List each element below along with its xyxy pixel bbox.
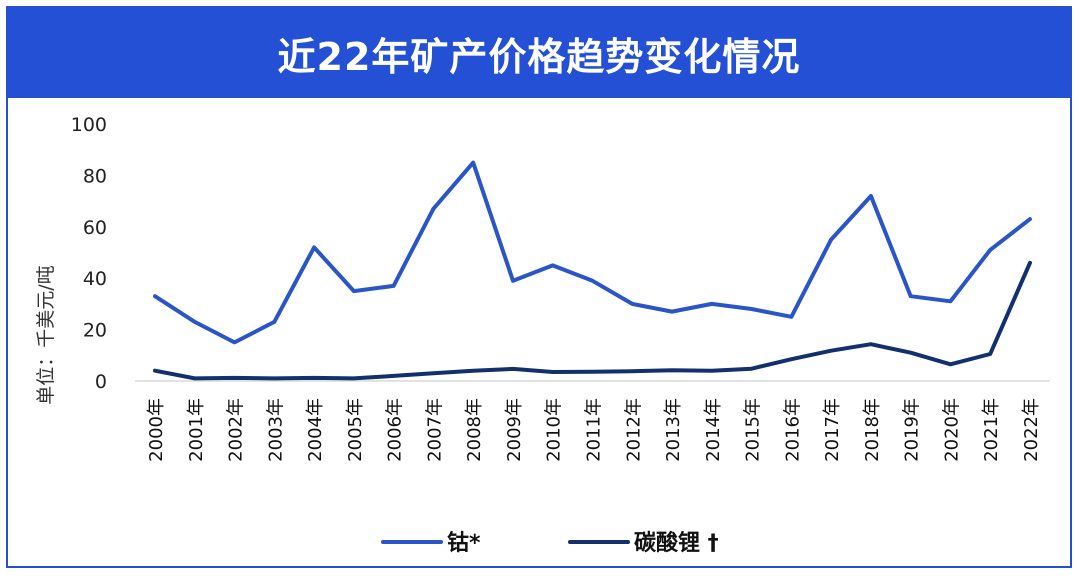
x-tick-label: 2009年 xyxy=(504,398,525,462)
x-tick-label: 2002年 xyxy=(226,398,247,462)
x-axis: 2000年 2001年 2002年 2003年 2004年 2005年 2006年 2007年… xyxy=(146,398,1042,462)
y-tick-label: 80 xyxy=(83,165,107,187)
y-tick-label: 100 xyxy=(71,114,107,136)
series-lines xyxy=(153,160,1032,381)
x-tick-label: 2015年 xyxy=(743,398,764,462)
x-tick-label: 2011年 xyxy=(584,398,605,462)
chart-frame: 近22年矿产价格趋势变化情况 xyxy=(6,6,1072,568)
x-tick-label: 2005年 xyxy=(345,398,366,462)
y-axis-label: 单位：千美元/吨 xyxy=(35,265,57,404)
x-tick-label: 2017年 xyxy=(822,398,843,462)
x-tick-label: 2010年 xyxy=(544,398,565,462)
x-tick-label: 2000年 xyxy=(146,398,167,462)
legend-label-2: 碳酸锂 † xyxy=(634,530,719,556)
series-line-1 xyxy=(153,160,1032,345)
x-tick-label: 2004年 xyxy=(305,398,326,462)
x-tick-label: 2019年 xyxy=(902,398,923,462)
chart-title: 近22年矿产价格趋势变化情况 xyxy=(277,34,801,79)
x-tick-label: 2013年 xyxy=(663,398,684,462)
x-tick-label: 2022年 xyxy=(1021,398,1042,462)
x-tick-label: 2016年 xyxy=(782,398,803,462)
x-tick-label: 2021年 xyxy=(981,398,1002,462)
x-tick-label: 2014年 xyxy=(703,398,724,462)
x-tick-label: 2018年 xyxy=(862,398,883,462)
x-tick-label: 2001年 xyxy=(186,398,207,462)
title-banner: 近22年矿产价格趋势变化情况 xyxy=(8,8,1070,98)
y-tick-label: 20 xyxy=(83,320,107,342)
series-line-2 xyxy=(153,260,1032,381)
x-tick-label: 2012年 xyxy=(623,398,644,462)
x-tick-label: 2006年 xyxy=(385,398,406,462)
y-axis: 0 20 40 60 80 100 xyxy=(71,114,107,393)
legend-label-1: 钴* xyxy=(447,530,481,556)
x-tick-label: 2020年 xyxy=(941,398,962,462)
x-tick-label: 2008年 xyxy=(464,398,485,462)
x-tick-label: 2003年 xyxy=(265,398,286,462)
y-tick-label: 60 xyxy=(83,217,107,239)
y-tick-label: 40 xyxy=(83,268,107,290)
x-tick-label: 2007年 xyxy=(424,398,445,462)
legend: 钴* 碳酸锂 † xyxy=(381,530,719,556)
y-tick-label: 0 xyxy=(95,371,107,393)
